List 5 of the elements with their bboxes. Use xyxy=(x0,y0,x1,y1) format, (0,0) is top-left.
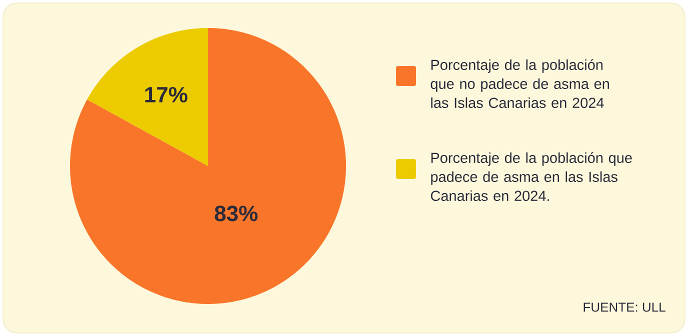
data-label: 83% xyxy=(214,206,258,222)
source-note: FUENTE: ULL xyxy=(584,302,666,312)
legend-label: Porcentaje de la población que padece de asma en las Islas Canarias en 2024. xyxy=(430,152,632,202)
legend-label: Porcentaje de la población que no padece de asma en las Islas Canarias en 2024 xyxy=(430,59,609,108)
data-label: 17% xyxy=(145,86,188,102)
